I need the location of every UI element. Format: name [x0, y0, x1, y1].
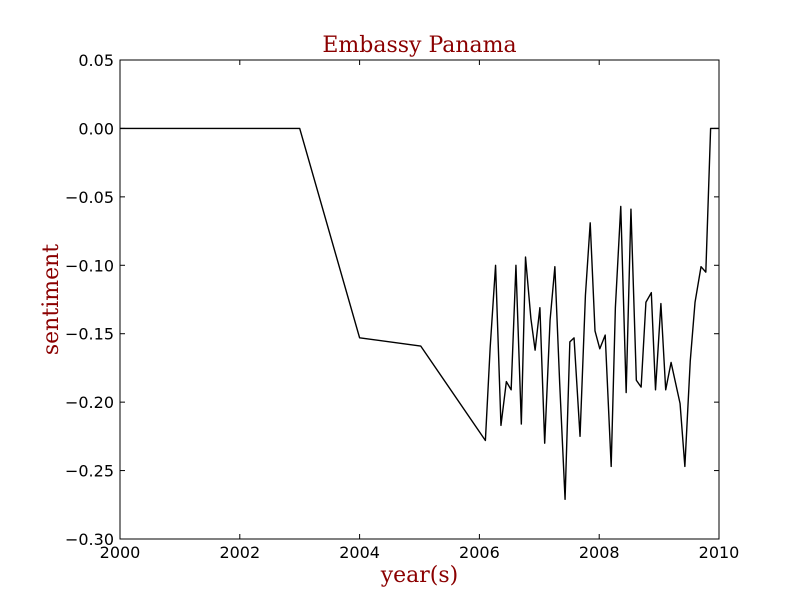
y-tick-label: −0.25	[65, 462, 114, 481]
x-tick-label: 2010	[699, 543, 740, 562]
x-tick-label: 2008	[579, 543, 620, 562]
x-axis-label: year(s)	[380, 563, 459, 588]
y-axis-label: sentiment	[39, 244, 64, 355]
y-tick-label: −0.10	[65, 256, 114, 275]
x-tick-label: 2006	[459, 543, 500, 562]
series-layer	[120, 127, 719, 501]
x-tick-label: 2004	[339, 543, 380, 562]
series-line-0	[120, 127, 719, 501]
plot-frame	[119, 59, 720, 540]
chart-title: Embassy Panama	[322, 33, 516, 58]
y-tick-label: 0.00	[78, 119, 114, 138]
y-tick-label: 0.05	[78, 51, 114, 70]
plot-background	[120, 60, 719, 539]
y-tick-label: −0.15	[65, 325, 114, 344]
x-tick-label: 2000	[100, 543, 141, 562]
y-tick-label: −0.30	[65, 530, 114, 549]
y-tick-label: −0.20	[65, 393, 114, 412]
x-tick-label: 2002	[219, 543, 260, 562]
y-tick-label: −0.05	[65, 188, 114, 207]
ticks-layer: 2000 2002 2004 2006 2008 2010 0.05 0.00 −0.05 −0.…	[65, 51, 739, 562]
